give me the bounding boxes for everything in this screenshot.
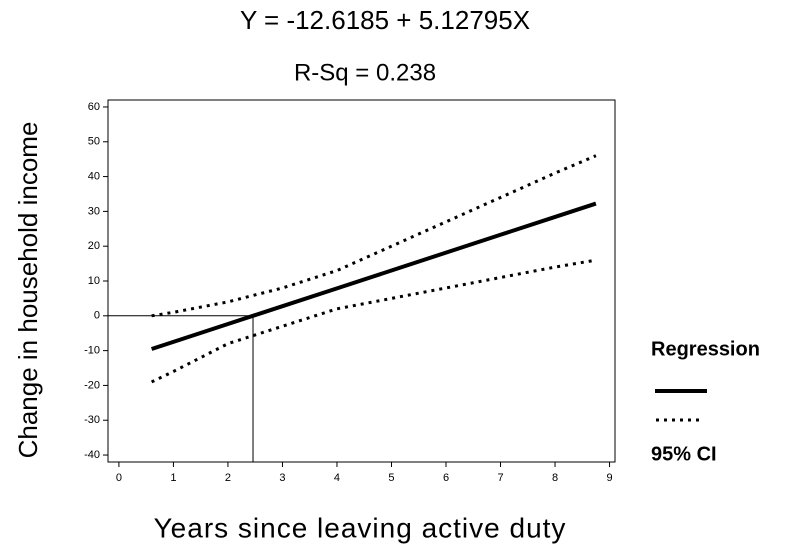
series-line xyxy=(151,154,597,318)
x-tick-label: 8 xyxy=(552,472,558,484)
y-tick-label: 10 xyxy=(88,275,100,287)
legend-label: Regression xyxy=(651,338,760,360)
x-tick-label: 4 xyxy=(334,472,340,484)
x-tick-label: 0 xyxy=(116,472,122,484)
chart-subtitle: R-Sq = 0.238 xyxy=(294,59,436,86)
y-axis-label: Change in household income xyxy=(13,122,43,459)
y-tick-label: 30 xyxy=(88,205,100,217)
x-tick-label: 7 xyxy=(497,472,503,484)
x-tick-label: 1 xyxy=(170,472,176,484)
x-tick-label: 9 xyxy=(606,472,612,484)
series-line-lower xyxy=(150,258,597,384)
x-axis-label: Years since leaving active duty xyxy=(154,512,567,543)
chart-title: Y = -12.6185 + 5.12795X xyxy=(240,5,530,35)
x-tick-label: 5 xyxy=(388,472,394,484)
series-line xyxy=(150,201,597,351)
y-tick-label: 60 xyxy=(88,101,100,113)
y-tick-label: -10 xyxy=(84,345,100,357)
y-tick-label: 40 xyxy=(88,170,100,182)
y-tick-label: 50 xyxy=(88,136,100,148)
x-tick-label: 2 xyxy=(225,472,231,484)
legend-label: 95% CI xyxy=(651,443,717,465)
y-tick-label: -40 xyxy=(84,449,100,461)
y-tick-label: 0 xyxy=(94,310,100,322)
y-tick-label: -30 xyxy=(84,414,100,426)
y-tick-label: -20 xyxy=(84,379,100,391)
y-tick-label: 20 xyxy=(88,240,100,252)
x-tick-label: 3 xyxy=(279,472,285,484)
x-tick-label: 6 xyxy=(443,472,449,484)
